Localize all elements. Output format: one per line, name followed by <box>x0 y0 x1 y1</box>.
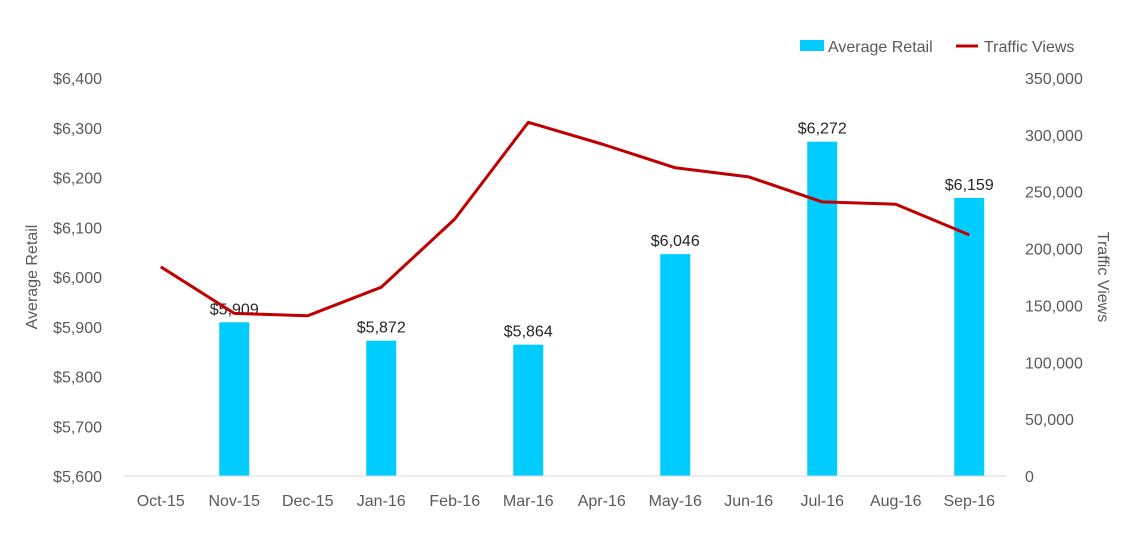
y-left-tick-label: $5,600 <box>53 469 102 486</box>
bar-jul-16 <box>807 141 838 476</box>
x-tick-label-sep-16: Sep-16 <box>943 493 995 510</box>
y-left-tick-label: $5,700 <box>53 419 102 436</box>
x-tick-label-dec-15: Dec-15 <box>282 493 334 510</box>
data-label-may-16: $6,046 <box>651 233 700 250</box>
bar-mar-16 <box>513 344 544 476</box>
y-right-tick-label: 100,000 <box>1025 355 1083 372</box>
y-right-tick-label: 250,000 <box>1025 185 1083 202</box>
x-tick-label-apr-16: Apr-16 <box>578 493 626 510</box>
y-left-tick-label: $5,900 <box>53 320 102 337</box>
y-left-tick-label: $6,200 <box>53 171 102 188</box>
x-tick-label-jun-16: Jun-16 <box>724 493 773 510</box>
data-label-mar-16: $5,864 <box>504 324 553 341</box>
x-tick-label-jul-16: Jul-16 <box>800 493 844 510</box>
legend: Average Retail Traffic Views <box>800 39 1074 56</box>
y-axis-left-title: Average Retail <box>24 225 41 330</box>
bar-jan-16 <box>366 340 397 476</box>
y-right-tick-label: 0 <box>1025 469 1034 486</box>
x-tick-label-may-16: May-16 <box>649 493 702 510</box>
x-tick-label-oct-15: Oct-15 <box>137 493 185 510</box>
y-left-tick-label: $6,400 <box>53 71 102 88</box>
x-tick-label-feb-16: Feb-16 <box>429 493 480 510</box>
traffic-views-line <box>159 120 970 318</box>
y-left-tick-label: $5,800 <box>53 370 102 387</box>
bar-sep-16 <box>954 197 985 476</box>
y-right-tick-label: 200,000 <box>1025 242 1083 259</box>
y-right-tick-label: 350,000 <box>1025 71 1083 88</box>
y-left-tick-label: $6,100 <box>53 220 102 237</box>
legend-label-traffic-views: Traffic Views <box>984 39 1074 56</box>
x-tick-label-nov-15: Nov-15 <box>208 493 260 510</box>
bar-may-16 <box>660 254 691 476</box>
x-tick-label-mar-16: Mar-16 <box>503 493 554 510</box>
data-label-jan-16: $5,872 <box>357 320 406 337</box>
y-right-tick-label: 300,000 <box>1025 128 1083 145</box>
x-tick-label-aug-16: Aug-16 <box>870 493 922 510</box>
y-left-tick-label: $6,000 <box>53 270 102 287</box>
data-label-jul-16: $6,272 <box>798 121 847 138</box>
x-tick-label-jan-16: Jan-16 <box>357 493 406 510</box>
bar-data-labels: $5,909$5,872 $5,864$6,046$6,272$6,159 <box>210 121 994 341</box>
bar-nov-15 <box>219 322 250 476</box>
y-right-tick-label: 150,000 <box>1025 298 1083 315</box>
legend-label-average-retail: Average Retail <box>828 39 933 56</box>
y-axis-right-title: Traffic Views <box>1094 232 1111 322</box>
axes: Oct-15 Nov-15 Dec-15 Jan-16 Feb-16 Mar-16 Apr-… <box>53 71 1083 510</box>
line-series-traffic-views <box>159 120 970 318</box>
legend-swatch-average-retail <box>800 40 824 51</box>
y-right-tick-label: 50,000 <box>1025 412 1074 429</box>
y-left-tick-label: $6,300 <box>53 121 102 138</box>
bar-series-average-retail <box>219 141 985 476</box>
data-label-sep-16: $6,159 <box>945 177 994 194</box>
